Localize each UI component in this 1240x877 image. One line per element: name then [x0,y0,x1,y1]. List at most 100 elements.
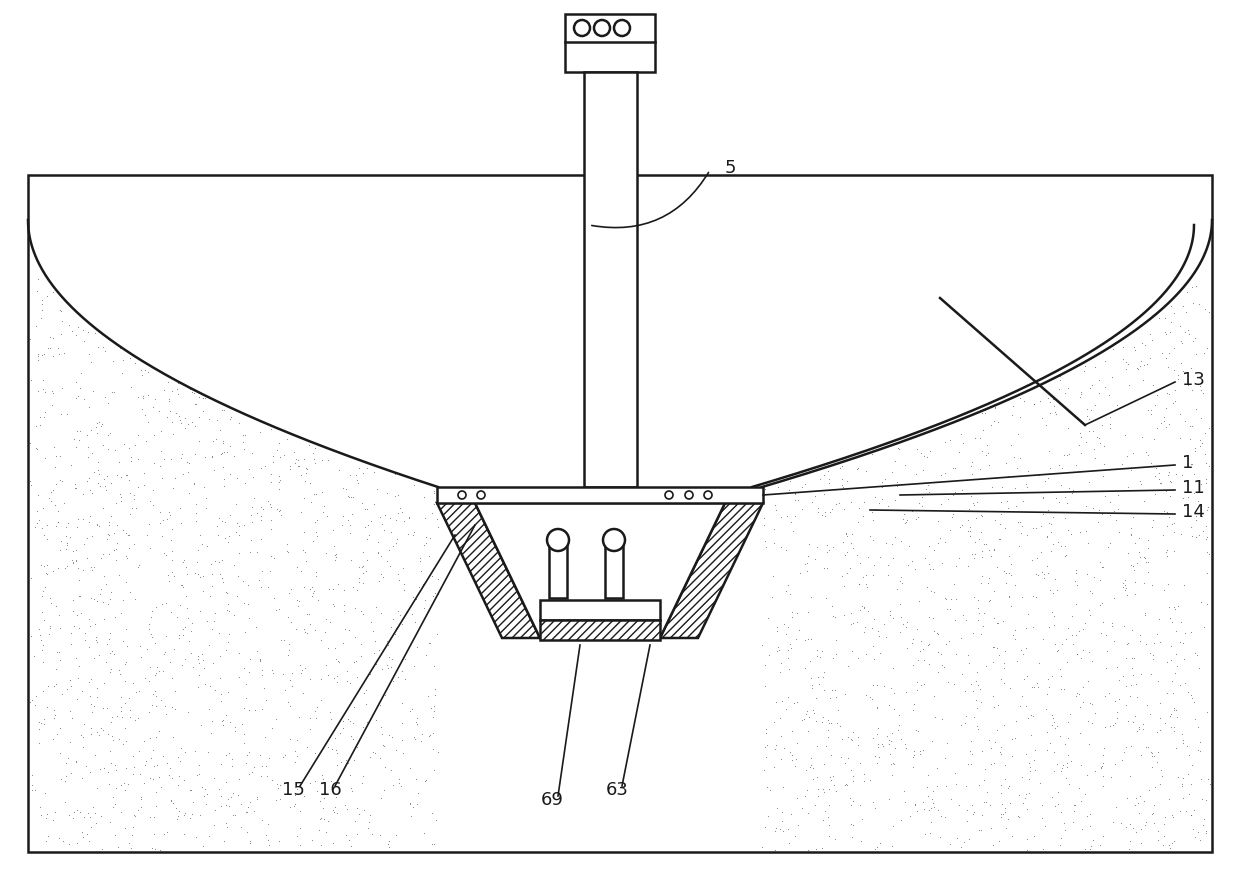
Point [170,754,190,768]
Point [906,442,926,456]
Point [1001,681,1021,695]
Point [412,579,432,593]
Point [1173,736,1193,750]
Point [837,545,857,560]
Point [92,722,112,736]
Point [1064,798,1084,812]
Point [48,561,68,575]
Point [1121,463,1141,477]
Point [1004,450,1024,464]
Point [61,458,81,472]
Point [288,560,308,574]
Point [83,560,103,574]
Point [286,750,306,764]
Point [384,626,404,640]
Bar [584,72,637,487]
Point [1013,796,1033,810]
Text: 16: 16 [319,781,341,799]
Point [79,611,99,625]
Point [975,403,994,417]
Point [1171,407,1190,421]
Point [905,562,925,576]
Point [1076,524,1096,538]
Point [77,551,97,565]
Point [1091,595,1111,610]
Point [889,442,909,456]
Point [863,513,883,527]
Point [27,346,47,360]
Point [931,809,951,823]
Point [368,535,388,549]
Point [1011,391,1030,405]
Point [81,697,100,711]
Point [826,683,846,697]
Point [234,660,254,674]
Point [807,789,827,803]
Point [1040,395,1060,409]
Point [161,544,181,558]
Point [1102,370,1122,384]
Point [1122,510,1142,524]
Point [300,673,320,687]
Point [815,666,835,680]
Point [61,637,81,651]
Point [913,642,932,656]
Point [1025,590,1045,604]
Point [1199,460,1219,474]
Point [115,622,135,636]
Point [408,797,428,811]
Point [92,809,112,823]
Point [33,381,53,396]
Point [1089,373,1109,387]
Point [184,795,203,809]
Point [758,809,777,823]
Point [337,664,357,678]
Point [991,495,1011,509]
Point [347,583,367,597]
Point [237,805,257,819]
Point [975,405,994,419]
Point [322,597,342,611]
Point [61,679,81,693]
Point [293,544,312,558]
Point [904,748,924,762]
Point [269,482,289,496]
Point [921,802,941,816]
Point [102,716,122,730]
Point [987,723,1007,737]
Point [780,745,800,759]
Point [961,734,981,748]
Point [1166,703,1185,717]
Point [122,501,141,515]
Point [242,532,262,546]
Point [813,813,833,827]
Point [420,702,440,716]
Point [826,633,846,647]
Point [267,793,286,807]
Point [93,547,113,561]
Point [1064,804,1084,818]
Point [87,690,107,704]
Point [1164,525,1184,539]
Point [394,652,414,666]
Point [924,562,944,576]
Point [138,388,157,402]
Point [1004,631,1024,645]
Point [1085,398,1105,412]
Point [792,481,812,495]
Point [894,458,914,472]
Point [853,495,873,509]
Point [35,560,55,574]
Point [210,781,229,795]
Point [76,759,95,773]
Point [68,671,88,685]
Point [918,450,937,464]
Point [423,709,443,724]
Point [1025,763,1045,777]
Point [122,841,141,855]
Point [428,512,448,526]
Point [754,517,774,531]
Point [226,720,246,734]
Point [1058,731,1078,745]
Point [1159,387,1179,401]
